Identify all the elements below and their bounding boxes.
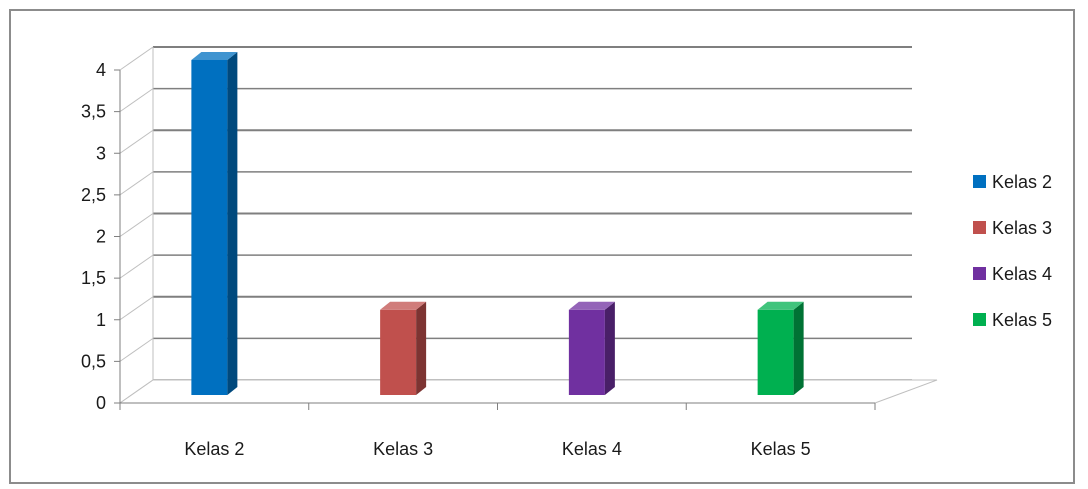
legend-swatch xyxy=(973,175,986,188)
y-tick-label: 0 xyxy=(96,393,106,413)
axis-layer xyxy=(114,69,876,410)
bar-side-face xyxy=(416,301,427,395)
bar-top-face xyxy=(380,301,427,310)
bar-side-face xyxy=(793,301,804,395)
bar-kelas-5 xyxy=(757,301,804,395)
y-tick-label: 0,5 xyxy=(81,351,106,371)
side-wall-gridline xyxy=(119,254,154,279)
side-wall-gridline xyxy=(119,129,154,154)
y-tick-label: 2 xyxy=(96,227,106,247)
side-wall-gridline xyxy=(119,337,154,362)
x-tick-label: Kelas 5 xyxy=(751,439,811,459)
bar-top-face xyxy=(568,301,615,310)
side-wall-gridline xyxy=(119,171,154,196)
grid-layer xyxy=(118,46,938,404)
legend-label: Kelas 3 xyxy=(992,218,1052,238)
legend-swatch xyxy=(973,221,986,234)
bar-top-face xyxy=(191,52,238,60)
side-wall-gridline xyxy=(119,296,154,321)
y-tick-label: 4 xyxy=(96,60,106,80)
y-tick-label: 1,5 xyxy=(81,268,106,288)
x-tick-label: Kelas 4 xyxy=(562,439,622,459)
y-tick-label: 3,5 xyxy=(81,102,106,122)
legend: Kelas 2 Kelas 3 Kelas 4 Kelas 5 xyxy=(973,172,1052,330)
side-wall-gridline xyxy=(119,213,154,237)
bar-layer xyxy=(191,52,804,395)
legend-label: Kelas 5 xyxy=(992,310,1052,330)
legend-swatch xyxy=(973,267,986,280)
side-wall-gridline xyxy=(119,88,154,113)
x-tick-label: Kelas 2 xyxy=(184,439,244,459)
label-layer: 0 0,5 1 1,5 2 2,5 3 3,5 4 Kelas 2 Kelas 3 Kelas 4 Ke… xyxy=(81,60,811,459)
bar-front-face xyxy=(380,309,417,395)
bar-top-face xyxy=(757,301,804,310)
y-tick-label: 2,5 xyxy=(81,185,106,205)
legend-label: Kelas 2 xyxy=(992,172,1052,192)
bar-kelas-3 xyxy=(380,301,427,395)
legend-swatch xyxy=(973,313,986,326)
bar-kelas-2 xyxy=(191,52,238,395)
legend-label: Kelas 4 xyxy=(992,264,1052,284)
bar-front-face xyxy=(191,60,228,395)
bar-front-face xyxy=(757,309,794,395)
bar-side-face xyxy=(227,52,238,395)
x-tick-label: Kelas 3 xyxy=(373,439,433,459)
bar-side-face xyxy=(604,301,615,395)
y-tick-label: 3 xyxy=(96,143,106,163)
y-tick-label: 1 xyxy=(96,310,106,330)
floor-plane xyxy=(118,379,938,404)
bar-kelas-4 xyxy=(568,301,615,395)
side-wall-gridline xyxy=(119,46,154,71)
bar-front-face xyxy=(568,309,605,395)
